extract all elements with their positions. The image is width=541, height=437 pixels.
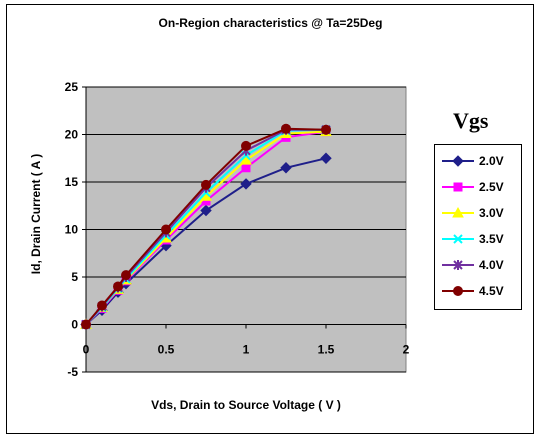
series-group xyxy=(80,123,332,331)
legend-swatch xyxy=(442,260,474,270)
series-4.5V xyxy=(81,123,331,330)
y-tick-label: 15 xyxy=(65,175,79,189)
legend-label: 3.0V xyxy=(479,206,504,220)
legend-swatch xyxy=(442,234,474,244)
legend-item: 4.5V xyxy=(435,282,523,300)
data-point xyxy=(240,154,252,165)
legend-label: 4.5V xyxy=(479,284,504,298)
data-point xyxy=(161,224,171,235)
legend: 2.0V 2.5V 3.0V 3.5V 4.0V 4.5V xyxy=(434,144,522,310)
data-point xyxy=(121,270,131,281)
data-point xyxy=(97,300,107,311)
x-axis-label: Vds, Drain to Source Voltage ( V ) xyxy=(151,398,341,412)
legend-swatch xyxy=(442,286,474,296)
legend-marker xyxy=(452,155,464,167)
data-point xyxy=(321,124,331,135)
legend-swatch xyxy=(442,182,474,192)
legend-item: 4.0V xyxy=(435,256,523,274)
data-point xyxy=(281,123,291,134)
x-tick-label: 0.5 xyxy=(158,343,175,357)
y-tick-labels: -5 0 5 10 15 20 25 xyxy=(65,80,86,379)
legend-label: 3.5V xyxy=(479,232,504,246)
chart-title: On-Region characteristics @ Ta=25Deg xyxy=(158,16,383,30)
legend-swatch xyxy=(442,155,474,167)
data-point xyxy=(241,163,251,173)
y-tick-label: 0 xyxy=(71,318,78,332)
legend-item: 3.0V xyxy=(435,204,523,222)
legend-swatch xyxy=(442,206,474,218)
y-tick-label: 25 xyxy=(65,80,79,94)
legend-marker xyxy=(453,234,463,244)
legend-marker xyxy=(453,182,463,192)
data-point xyxy=(240,178,252,190)
data-point xyxy=(200,204,212,217)
data-point xyxy=(241,140,251,151)
data-point xyxy=(201,179,211,190)
legend-item: 2.0V xyxy=(435,152,523,170)
y-tick-label: 5 xyxy=(71,270,78,284)
y-tick-label: 20 xyxy=(65,128,79,142)
data-point xyxy=(81,319,91,330)
legend-label: 2.5V xyxy=(479,180,504,194)
legend-marker xyxy=(453,260,463,270)
legend-item: 2.5V xyxy=(435,178,523,196)
y-axis-label: Id, Drain Current ( A ) xyxy=(29,154,43,274)
data-point xyxy=(280,162,292,174)
data-point xyxy=(320,152,332,164)
legend-marker xyxy=(452,206,464,218)
x-tick-labels: 0 0.5 1 1.5 2 xyxy=(83,324,410,357)
x-tick-label: 2 xyxy=(403,343,410,357)
legend-title: Vgs xyxy=(453,108,489,133)
x-tick-label: 1 xyxy=(243,343,250,357)
y-tick-label: -5 xyxy=(67,365,78,379)
legend-marker xyxy=(453,286,463,296)
legend-item: 3.5V xyxy=(435,230,523,248)
legend-label: 2.0V xyxy=(479,154,504,168)
data-point xyxy=(113,281,123,292)
x-tick-label: 1.5 xyxy=(318,343,335,357)
y-tick-label: 10 xyxy=(65,223,79,237)
x-tick-label: 0 xyxy=(83,343,90,357)
legend-label: 4.0V xyxy=(479,258,504,272)
